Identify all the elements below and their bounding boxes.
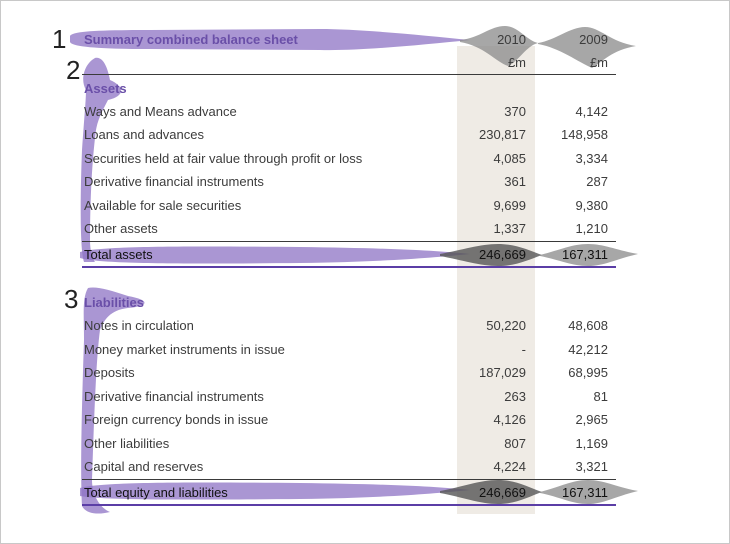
- liabilities-row-2010: 4,126: [493, 412, 526, 427]
- liabilities-row-label: Deposits: [84, 365, 135, 380]
- column-unit-2010: £m: [507, 55, 526, 70]
- assets-row-2009: 4,142: [575, 104, 608, 119]
- assets-row-label: Securities held at fair value through pr…: [84, 151, 363, 166]
- assets-row-2009: 287: [586, 174, 608, 189]
- total-equity-2009-stroke: [540, 480, 638, 504]
- total-assets-stroke: [80, 246, 470, 264]
- total-equity-liabilities-2009: 167,311: [561, 485, 608, 500]
- assets-row-2009: 9,380: [575, 198, 608, 213]
- assets-row-label: Available for sale securities: [84, 198, 242, 213]
- liabilities-row-2010: -: [521, 342, 526, 357]
- column-header-2009: 2009: [579, 32, 608, 47]
- step-marker-1: 1: [52, 24, 67, 54]
- assets-row-2010: 4,085: [493, 151, 526, 166]
- header-2010-stroke: [460, 26, 538, 66]
- liabilities-row-2009: 68,995: [568, 365, 608, 380]
- assets-vertical-stroke: [80, 57, 121, 262]
- total-assets-2009-stroke: [540, 244, 638, 266]
- liabilities-row-2009: 1,169: [575, 436, 608, 451]
- assets-row-2009: 3,334: [575, 151, 608, 166]
- total-equity-2010-stroke: [440, 480, 542, 504]
- liabilities-row-2010: 187,029: [479, 365, 526, 380]
- step-marker-2: 2: [66, 55, 81, 85]
- liabilities-row-label: Derivative financial instruments: [84, 389, 264, 404]
- liabilities-row-2009: 2,965: [575, 412, 608, 427]
- liabilities-row-label: Money market instruments in issue: [84, 342, 285, 357]
- assets-row-2009: 148,958: [561, 127, 608, 142]
- liabilities-row-2010: 50,220: [486, 318, 526, 333]
- liabilities-row-label: Foreign currency bonds in issue: [84, 412, 269, 427]
- step-marker-3: 3: [64, 284, 79, 314]
- total-equity-stroke: [80, 482, 470, 500]
- liabilities-row-label: Other liabilities: [84, 436, 170, 451]
- total-assets-2010: 246,669: [479, 247, 526, 262]
- assets-row-2010: 370: [504, 104, 526, 119]
- header-2009-stroke: [538, 27, 636, 68]
- total-assets-underline: [82, 266, 616, 268]
- liabilities-subtotal-rule: [82, 479, 616, 480]
- year-2010-column-shade: [457, 46, 535, 514]
- liabilities-row-2009: 81: [593, 389, 608, 404]
- total-assets-2009: 167,311: [561, 247, 608, 262]
- assets-row-2010: 230,817: [479, 127, 526, 142]
- assets-row-label: Other assets: [84, 221, 158, 236]
- header-divider: [82, 74, 616, 75]
- assets-row-label: Loans and advances: [84, 127, 204, 142]
- assets-row-2010: 1,337: [493, 221, 526, 236]
- column-unit-2009: £m: [589, 55, 608, 70]
- column-header-2010: 2010: [497, 32, 526, 47]
- section-heading-liabilities: Liabilities: [84, 295, 144, 310]
- assets-row-label: Ways and Means advance: [84, 104, 237, 119]
- liabilities-row-2009: 3,321: [575, 459, 608, 474]
- assets-row-2009: 1,210: [575, 221, 608, 236]
- total-equity-liabilities-label: Total equity and liabilities: [84, 485, 228, 500]
- total-assets-label: Total assets: [84, 247, 153, 262]
- assets-subtotal-rule: [82, 241, 616, 242]
- liabilities-row-2009: 48,608: [568, 318, 608, 333]
- liabilities-row-2010: 263: [504, 389, 526, 404]
- liabilities-vertical-stroke: [81, 287, 145, 514]
- total-equity-underline: [82, 504, 616, 506]
- assets-row-2010: 9,699: [493, 198, 526, 213]
- total-equity-liabilities-2010: 246,669: [479, 485, 526, 500]
- section-heading-assets: Assets: [84, 81, 127, 96]
- total-assets-2010-stroke: [440, 244, 542, 266]
- assets-row-2010: 361: [504, 174, 526, 189]
- liabilities-row-label: Capital and reserves: [84, 459, 204, 474]
- assets-row-label: Derivative financial instruments: [84, 174, 264, 189]
- page-title: Summary combined balance sheet: [84, 32, 298, 47]
- title-highlight-stroke: [70, 29, 470, 51]
- liabilities-row-2009: 42,212: [568, 342, 608, 357]
- liabilities-row-2010: 4,224: [493, 459, 526, 474]
- liabilities-row-label: Notes in circulation: [84, 318, 194, 333]
- liabilities-row-2010: 807: [504, 436, 526, 451]
